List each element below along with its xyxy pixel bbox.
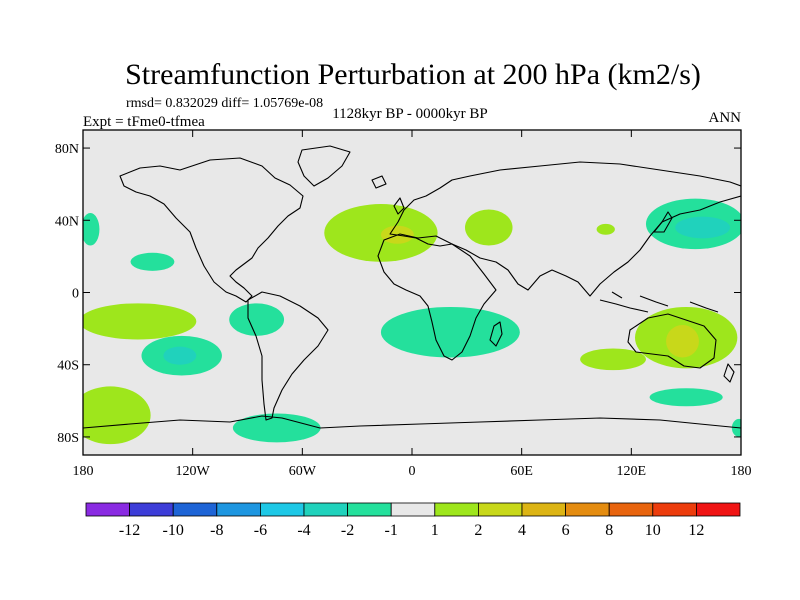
anomaly-region-south-indian — [580, 348, 646, 371]
colorbar-swatch — [521, 502, 566, 517]
colorbar-label: -2 — [341, 522, 354, 539]
map-axes: 180 120W 60W 0 60E 120E 180 80N 40N 0 40S 80S — [55, 130, 752, 479]
anomaly-region-tropical-pacific-band — [83, 303, 197, 340]
anomaly-region-north-atlantic-africa — [324, 204, 438, 262]
anomaly-regions — [83, 198, 741, 445]
colorbar-swatch — [608, 502, 654, 517]
colorbar-swatch — [477, 502, 523, 517]
colorbar-swatch — [652, 502, 697, 517]
eurasia-coast — [389, 161, 741, 297]
colorbar-label: 2 — [474, 522, 482, 539]
chart-title: Streamfunction Perturbation at 200 hPa (… — [125, 58, 701, 91]
colorbar-swatch — [565, 502, 610, 517]
y-tick-label: 80S — [57, 431, 79, 446]
map-plot — [82, 129, 742, 456]
season-label: ANN — [709, 110, 742, 126]
colorbar-label: 4 — [518, 522, 526, 539]
y-tick-label: 80N — [55, 142, 79, 157]
colorbar-label: 8 — [605, 522, 613, 539]
x-tick-label: 0 — [409, 464, 416, 479]
x-tick-label: 60E — [510, 464, 533, 479]
colorbar-swatch — [347, 502, 392, 517]
colorbar-label: -12 — [119, 522, 140, 539]
anomaly-region-australia-core — [666, 325, 699, 358]
colorbar-label: -4 — [297, 522, 310, 539]
japan-coast — [653, 211, 673, 233]
anomaly-region-antarctic-drake — [232, 413, 321, 443]
british-isles-coast — [371, 175, 405, 215]
antarctica-coast — [83, 415, 741, 429]
experiment-label: Expt = tFme0-tfmea — [83, 114, 205, 130]
maritime-continent-coast — [599, 291, 719, 313]
anomaly-region-japan-core — [675, 216, 731, 239]
colorbar-label: -1 — [385, 522, 398, 539]
greenland-coast — [297, 145, 351, 187]
anomaly-region-southern-pacific — [83, 386, 151, 445]
anomaly-region-south-pacific-core — [163, 346, 197, 365]
colorbar-swatch — [129, 502, 174, 517]
colorbar-swatch — [172, 502, 218, 517]
stats-line: rmsd= 0.832029 diff= 1.05769e-08 — [126, 96, 323, 111]
north-america-coast — [119, 157, 304, 303]
colorbar-swatch — [434, 502, 479, 517]
anomaly-region-arabia — [465, 209, 513, 246]
x-tick-label: 60W — [289, 464, 317, 479]
colorbar-swatch — [216, 502, 261, 517]
colorbar-label: 1 — [431, 522, 439, 539]
madagascar-coast — [489, 321, 503, 347]
africa-coast — [377, 233, 497, 361]
colorbar-label: -8 — [210, 522, 223, 539]
colorbar-swatch — [390, 502, 436, 517]
anomaly-region-central-asia — [596, 223, 615, 235]
anomaly-region-west-atlantic — [83, 213, 100, 246]
x-tick-label: 120E — [617, 464, 647, 479]
anomaly-region-south-east-pacific — [229, 303, 285, 336]
x-tick-label: 120W — [176, 464, 211, 479]
y-tick-label: 0 — [72, 287, 79, 302]
colorbar-label: -6 — [254, 522, 267, 539]
colorbar-swatch — [259, 502, 305, 517]
new-zealand-coast — [723, 363, 735, 383]
coastlines — [83, 145, 741, 429]
x-tick-label: 180 — [73, 464, 94, 479]
colorbar-swatch — [303, 502, 348, 517]
colorbar-label: -10 — [163, 522, 184, 539]
anomaly-region-southern-ocean-east — [649, 388, 723, 407]
colorbar-swatch — [85, 502, 130, 517]
y-tick-label: 40S — [57, 359, 79, 374]
south-america-coast — [247, 291, 329, 421]
anomaly-region-south-atlantic-africa — [380, 306, 520, 358]
australia-coast — [627, 313, 717, 369]
colorbar-swatch — [696, 502, 741, 517]
colorbar: -12 -10 -8 -6 -4 -2 -1 1 2 4 6 8 10 12 — [85, 502, 741, 539]
x-tick-label: 180 — [731, 464, 752, 479]
colorbar-label: 6 — [562, 522, 570, 539]
colorbar-label: 12 — [688, 522, 704, 539]
y-tick-label: 40N — [55, 214, 79, 229]
anomaly-region-north-pacific — [130, 252, 175, 271]
colorbar-label: 10 — [645, 522, 661, 539]
period-label: 1128kyr BP - 0000kyr BP — [332, 106, 488, 122]
